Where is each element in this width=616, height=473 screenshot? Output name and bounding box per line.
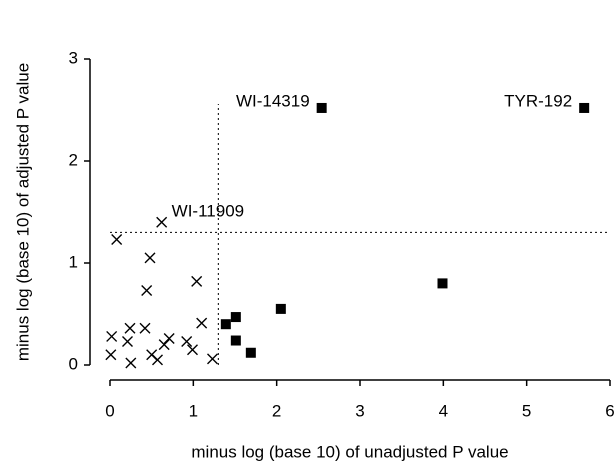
x-axis-label: minus log (base 10) of unadjusted P valu… <box>191 442 508 461</box>
y-tick-label: 3 <box>69 48 78 67</box>
point <box>181 336 193 348</box>
point <box>220 319 231 330</box>
point <box>144 252 156 264</box>
y-tick-label: 1 <box>69 252 78 271</box>
point <box>275 303 286 314</box>
point <box>156 216 168 228</box>
point-label: WI-11909 <box>172 202 244 221</box>
x-tick-label: 6 <box>605 401 614 420</box>
point <box>230 335 241 346</box>
x-tick-label: 2 <box>272 401 281 420</box>
point <box>163 332 175 344</box>
y-tick-label: 0 <box>69 354 78 373</box>
x-tick-label: 5 <box>522 401 531 420</box>
y-axis-label: minus log (base 10) of adjusted P value <box>13 63 32 361</box>
point-label: TYR-192 <box>504 91 572 110</box>
point <box>187 344 198 356</box>
point <box>105 349 117 361</box>
point-label: WI-14319 <box>236 91 310 110</box>
point <box>124 322 136 334</box>
point <box>207 353 218 365</box>
x-tick-label: 1 <box>189 401 198 420</box>
point <box>106 330 118 342</box>
point <box>111 234 123 246</box>
point <box>158 339 170 351</box>
point <box>125 357 137 369</box>
point <box>141 285 153 297</box>
point <box>196 317 208 329</box>
point <box>191 275 203 287</box>
point <box>316 102 327 113</box>
point <box>579 102 590 113</box>
point <box>230 312 241 323</box>
point <box>139 322 151 334</box>
x-tick-label: 3 <box>355 401 364 420</box>
point <box>122 336 133 348</box>
x-tick-label: 4 <box>439 401 448 420</box>
point <box>437 278 448 289</box>
point <box>245 347 256 358</box>
y-tick-label: 2 <box>69 150 78 169</box>
point <box>152 354 163 366</box>
x-tick-label: 0 <box>105 401 114 420</box>
